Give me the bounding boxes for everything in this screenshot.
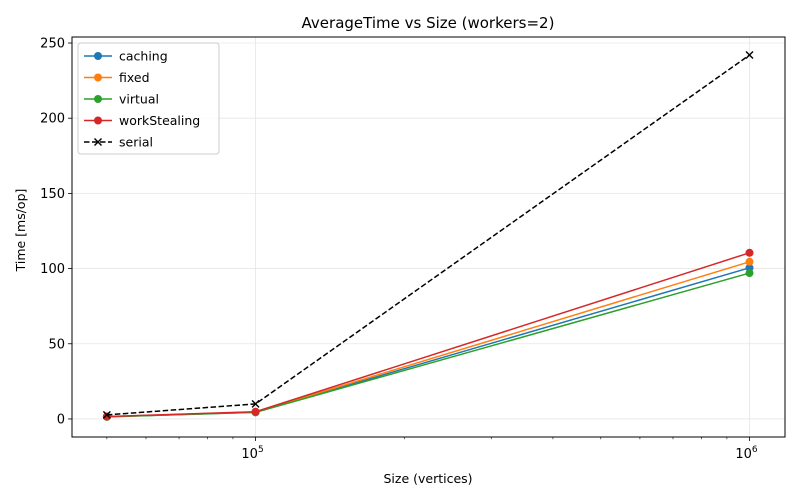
- data-point-workStealing: [745, 248, 754, 257]
- x-tick-label: 106: [735, 445, 758, 462]
- series-line-workStealing: [106, 252, 750, 418]
- x-axis-label: Size (vertices): [383, 471, 472, 486]
- legend-item-virtual: virtual: [84, 92, 159, 107]
- plot-frame: [71, 36, 786, 438]
- series-layer: [102, 51, 754, 421]
- series-line-caching: [106, 267, 750, 418]
- legend-label: caching: [119, 49, 168, 64]
- series-line-fixed: [106, 261, 750, 418]
- legend-box: [77, 42, 220, 155]
- x-marker-stroke: [251, 399, 260, 408]
- legend-marker: [94, 95, 102, 103]
- legend-item-caching: caching: [84, 49, 168, 64]
- legend-marker: [94, 116, 102, 125]
- y-tick-label: 250: [40, 37, 65, 52]
- y-tick-label: 100: [40, 262, 65, 277]
- data-point-serial: [251, 399, 260, 408]
- y-tick-label: 0: [57, 412, 65, 427]
- y-axis-label: Time [ms/op]: [13, 189, 28, 273]
- legend-marker: [94, 73, 102, 82]
- data-point-serial: [102, 410, 111, 419]
- x-tick-label: 105: [241, 445, 263, 462]
- x-marker-stroke: [745, 51, 754, 60]
- legend-item-fixed: fixed: [84, 70, 150, 85]
- x-marker-stroke: [102, 410, 111, 419]
- y-tick-label: 200: [40, 112, 65, 127]
- legend-marker: [94, 52, 102, 60]
- legend-label: virtual: [119, 92, 159, 107]
- legend-label: fixed: [119, 70, 150, 85]
- data-point-serial: [745, 51, 754, 60]
- data-point-workStealing: [251, 407, 260, 416]
- legend-item-serial: serial: [84, 135, 153, 150]
- legend: caching fixed virtual workStealing serial: [77, 42, 220, 155]
- chart-title: AverageTime vs Size (workers=2): [302, 14, 555, 32]
- y-tick-label: 50: [48, 337, 65, 352]
- legend-label: workStealing: [119, 113, 200, 128]
- data-point-fixed: [745, 257, 754, 266]
- data-point-workStealing: [102, 412, 111, 421]
- legend-marker: [94, 138, 102, 146]
- data-point-virtual: [745, 269, 754, 278]
- legend-label: serial: [119, 135, 153, 150]
- legend-item-workStealing: workStealing: [84, 113, 200, 128]
- y-tick-label: 150: [40, 187, 65, 202]
- series-line-virtual: [106, 272, 750, 418]
